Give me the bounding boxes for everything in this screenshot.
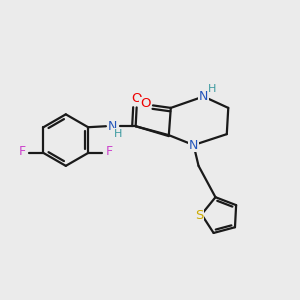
Text: H: H <box>114 129 122 139</box>
Text: H: H <box>208 84 217 94</box>
Text: O: O <box>131 92 142 106</box>
Text: N: N <box>108 120 118 133</box>
Text: O: O <box>140 98 150 110</box>
Text: N: N <box>189 139 198 152</box>
Text: F: F <box>105 146 112 158</box>
Text: F: F <box>19 146 26 158</box>
Text: N: N <box>199 90 208 103</box>
Text: S: S <box>195 209 203 222</box>
